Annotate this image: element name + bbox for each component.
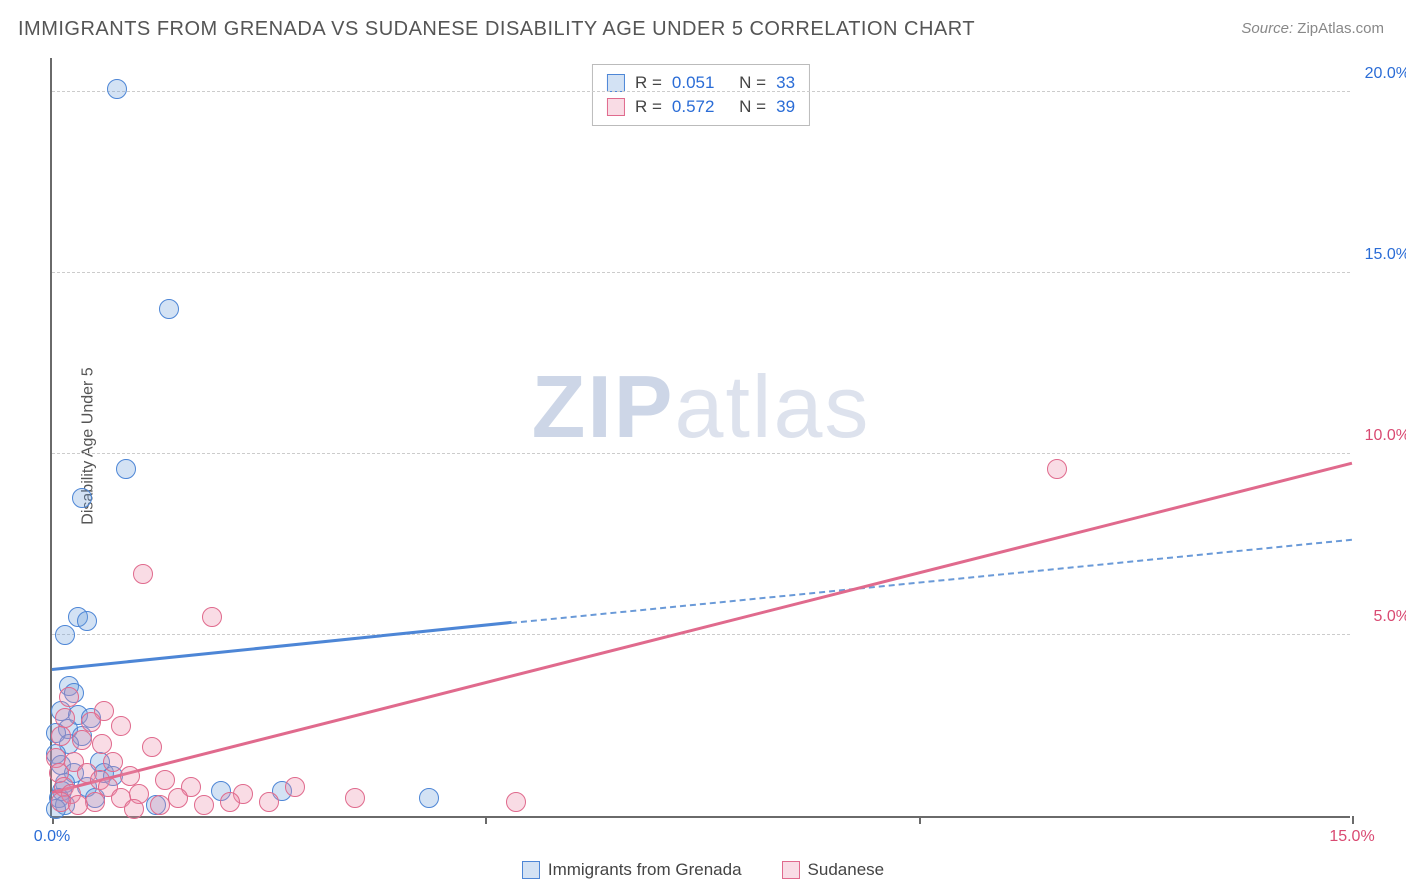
- legend-swatch-sudanese: [607, 98, 625, 116]
- legend-swatch-sudanese: [782, 861, 800, 879]
- data-point-sudanese: [155, 770, 175, 790]
- data-point-sudanese: [103, 752, 123, 772]
- watermark: ZIPatlas: [532, 356, 871, 458]
- data-point-sudanese: [285, 777, 305, 797]
- data-point-sudanese: [220, 792, 240, 812]
- data-point-sudanese: [72, 730, 92, 750]
- data-point-sudanese: [85, 792, 105, 812]
- legend-r-label: R =: [635, 97, 662, 117]
- correlation-legend: R = 0.051 N = 33 R = 0.572 N = 39: [592, 64, 810, 126]
- source-attribution: Source: ZipAtlas.com: [1241, 20, 1384, 37]
- legend-n-label: N =: [739, 73, 766, 93]
- x-tick-label: 15.0%: [1329, 828, 1374, 846]
- x-tick-label: 0.0%: [34, 828, 70, 846]
- data-point-sudanese: [133, 564, 153, 584]
- watermark-bold: ZIP: [532, 357, 675, 456]
- data-point-sudanese: [142, 737, 162, 757]
- y-tick-label: 20.0%: [1355, 65, 1406, 83]
- legend-r-label: R =: [635, 73, 662, 93]
- source-value: ZipAtlas.com: [1297, 20, 1384, 37]
- data-point-sudanese: [1047, 459, 1067, 479]
- data-point-sudanese: [202, 607, 222, 627]
- legend-row-sudanese: R = 0.572 N = 39: [607, 95, 795, 119]
- legend-swatch-grenada: [607, 74, 625, 92]
- chart-title: IMMIGRANTS FROM GRENADA VS SUDANESE DISA…: [18, 18, 975, 41]
- data-point-grenada: [107, 79, 127, 99]
- legend-n-label: N =: [739, 97, 766, 117]
- data-point-sudanese: [81, 712, 101, 732]
- series-legend: Immigrants from Grenada Sudanese: [0, 860, 1406, 880]
- plot-area: ZIPatlas R = 0.051 N = 33 R = 0.572 N = …: [50, 58, 1350, 818]
- data-point-sudanese: [506, 792, 526, 812]
- data-point-sudanese: [51, 726, 71, 746]
- gridline: [52, 453, 1350, 454]
- data-point-grenada: [419, 788, 439, 808]
- data-point-sudanese: [120, 766, 140, 786]
- legend-item-sudanese: Sudanese: [782, 860, 885, 880]
- data-point-grenada: [77, 611, 97, 631]
- data-point-sudanese: [55, 708, 75, 728]
- y-tick-label: 5.0%: [1355, 608, 1406, 626]
- data-point-sudanese: [259, 792, 279, 812]
- legend-r-value-sudanese: 0.572: [672, 97, 715, 117]
- data-point-sudanese: [168, 788, 188, 808]
- data-point-sudanese: [92, 734, 112, 754]
- data-point-sudanese: [150, 795, 170, 815]
- x-tick: [919, 816, 921, 824]
- trend-line: [52, 621, 512, 671]
- gridline: [52, 272, 1350, 273]
- data-point-grenada: [116, 459, 136, 479]
- data-point-grenada: [159, 299, 179, 319]
- x-tick: [1352, 816, 1354, 824]
- data-point-sudanese: [68, 795, 88, 815]
- legend-label-sudanese: Sudanese: [808, 860, 885, 880]
- legend-swatch-grenada: [522, 861, 540, 879]
- gridline: [52, 634, 1350, 635]
- legend-n-value-grenada: 33: [776, 73, 795, 93]
- legend-item-grenada: Immigrants from Grenada: [522, 860, 742, 880]
- y-tick-label: 10.0%: [1355, 427, 1406, 445]
- y-tick-label: 15.0%: [1355, 246, 1406, 264]
- x-tick: [485, 816, 487, 824]
- data-point-grenada: [55, 625, 75, 645]
- source-label: Source:: [1241, 20, 1293, 37]
- data-point-sudanese: [194, 795, 214, 815]
- trend-line: [52, 462, 1353, 794]
- data-point-sudanese: [59, 687, 79, 707]
- watermark-rest: atlas: [675, 357, 871, 456]
- legend-n-value-sudanese: 39: [776, 97, 795, 117]
- gridline: [52, 91, 1350, 92]
- trend-line: [511, 539, 1352, 624]
- legend-r-value-grenada: 0.051: [672, 73, 715, 93]
- legend-label-grenada: Immigrants from Grenada: [548, 860, 742, 880]
- data-point-sudanese: [345, 788, 365, 808]
- data-point-grenada: [72, 488, 92, 508]
- data-point-sudanese: [111, 716, 131, 736]
- data-point-sudanese: [124, 799, 144, 819]
